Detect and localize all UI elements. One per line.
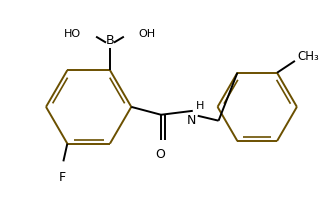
Text: N: N [187, 114, 197, 127]
Text: OH: OH [139, 29, 156, 39]
Text: CH₃: CH₃ [297, 50, 319, 63]
Text: O: O [155, 148, 165, 161]
Text: H: H [196, 101, 204, 111]
Text: B: B [106, 33, 114, 46]
Text: F: F [59, 171, 66, 184]
Text: HO: HO [64, 29, 81, 39]
